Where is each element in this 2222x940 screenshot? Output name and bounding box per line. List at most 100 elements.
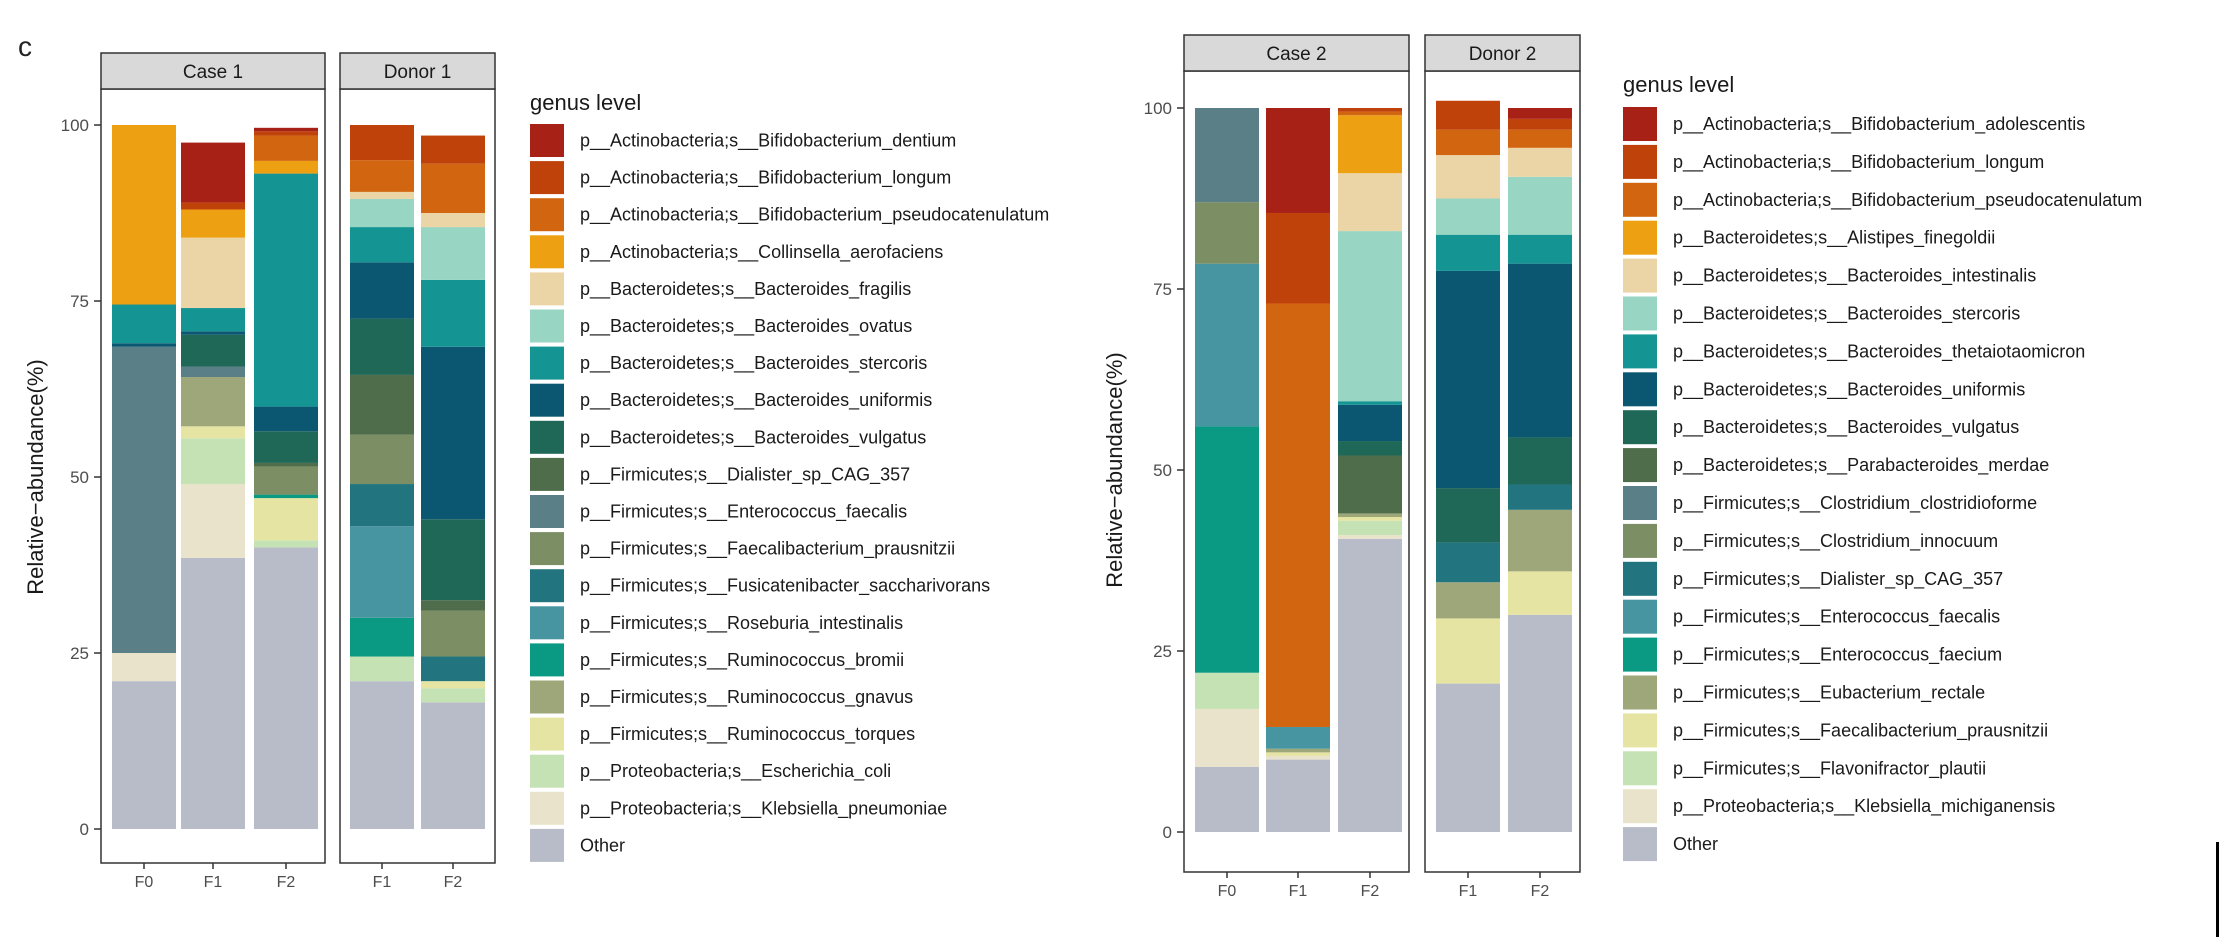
bar-segment [181,484,245,558]
facet-label: Donor 1 [384,62,452,83]
legend-label: Other [580,835,625,855]
bar-segment [350,374,414,435]
bar-segment [1195,108,1259,203]
bar-segment [421,227,485,280]
legend-swatch [530,457,564,491]
bar-segment [181,438,245,485]
legend-label: p__Firmicutes;s__Roseburia_intestinalis [580,613,903,634]
y-tick-label: 25 [1153,642,1172,661]
legend-swatch [1623,296,1657,331]
legend-label: p__Actinobacteria;s__Bifidobacterium_ado… [1673,114,2085,135]
legend-swatch [530,606,564,640]
bar-segment [421,163,485,213]
bar-segment [181,366,245,378]
y-tick-label: 0 [1163,823,1172,842]
bar-segment [1338,231,1402,402]
bar-segment [254,127,318,132]
legend-label: p__Bacteroidetes;s__Bacteroides_thetaiot… [1673,341,2085,362]
facet-strip [1424,34,1581,72]
bar-segment [1195,202,1259,264]
legend-swatch [1623,334,1657,369]
bar-segment [1338,111,1402,116]
legend-title: genus level [530,90,641,115]
facet-strip [100,52,326,90]
bar-segment [112,681,176,829]
legend-swatch [1623,599,1657,634]
bar-segment [1436,100,1500,130]
legend-swatch [1623,523,1657,558]
bar-segment [421,610,485,657]
legend-label: p__Actinobacteria;s__Bifidobacterium_den… [580,131,956,152]
facet-label: Case 2 [1266,44,1326,65]
bar-segment [1266,748,1330,753]
bar-segment [1508,263,1572,438]
legend-swatch [1623,372,1657,407]
bar-segment [1338,517,1402,521]
facet-label: Case 1 [183,62,243,83]
bar-segment [1338,535,1402,539]
bar-segment [1266,759,1330,832]
legend-label: p__Bacteroidetes;s__Bacteroides_stercori… [1673,304,2020,325]
bar-segment [1338,173,1402,232]
legend-label: p__Firmicutes;s__Clostridium_clostridiof… [1673,493,2037,514]
x-tick-label: F1 [1289,883,1308,900]
bar-segment [112,125,176,305]
legend-label: p__Bacteroidetes;s__Bacteroides_intestin… [1673,266,2036,287]
bar-segment [1436,234,1500,271]
bar-segment [1338,520,1402,536]
legend-label: p__Firmicutes;s__Ruminococcus_gnavus [580,687,913,708]
bar-segment [1338,108,1402,112]
legend-swatch [530,643,564,677]
legend-swatch [530,717,564,751]
bar-segment [1436,488,1500,543]
legend-swatch [1623,107,1657,141]
legend-label: p__Firmicutes;s__Fusicatenibacter_saccha… [580,576,990,597]
bar-segment [1338,455,1402,514]
bar-segment [1508,484,1572,510]
bar-segment [1508,118,1572,130]
legend-swatch [1623,182,1657,217]
bar-segment [112,653,176,682]
legend-swatch [530,272,564,306]
bar-segment [421,688,485,703]
bar-segment [1508,234,1572,264]
legend-label: p__Firmicutes;s__Faecalibacterium_prausn… [1673,720,2048,741]
legend-swatch [1623,448,1657,483]
bar-segment [181,557,245,829]
legend-label: p__Firmicutes;s__Ruminococcus_bromii [580,650,904,671]
bar-segment [350,617,414,657]
legend-label: p__Bacteroidetes;s__Bacteroides_fragilis [580,279,911,300]
bar-segment [1338,441,1402,456]
legend-swatch [530,235,564,269]
bar-segment [1508,614,1572,832]
y-axis-title: Relative−abundance(%) [23,359,48,594]
legend-swatch [530,346,564,380]
bar-segment [1195,263,1259,427]
x-tick-label: F0 [1218,883,1237,900]
bar-segment [421,135,485,164]
legend-label: p__Bacteroidetes;s__Bacteroides_stercori… [580,353,927,374]
bar-segment [254,466,318,495]
legend-swatch [530,309,564,343]
bar-segment [1508,147,1572,177]
legend-swatch [1623,751,1657,786]
legend-title: genus level [1623,72,1734,97]
y-tick-label: 0 [80,820,89,839]
bar-segment [350,656,414,682]
legend-label: p__Proteobacteria;s__Klebsiella_michigan… [1673,796,2055,817]
legend-swatch [1623,827,1657,862]
legend-swatch [1623,258,1657,293]
bar-segment [181,426,245,439]
bar-segment [1195,672,1259,709]
legend-label: p__Firmicutes;s__Enterococcus_faecalis [1673,607,2000,628]
y-tick-label: 100 [61,116,89,135]
bar-segment [181,334,245,367]
x-tick-label: F1 [1459,883,1478,900]
y-tick-label: 25 [70,644,89,663]
facet-label: Donor 2 [1469,44,1537,65]
bar-segment [1436,542,1500,583]
chart-case-2-donor-2: Case 2 Donor 2 F0 F1 F2 F1 F2 0 25 50 75 100 Relativ… [1102,34,2142,900]
bar-segment [254,498,318,541]
legend-swatch [1623,675,1657,710]
bar-segment [1508,176,1572,235]
